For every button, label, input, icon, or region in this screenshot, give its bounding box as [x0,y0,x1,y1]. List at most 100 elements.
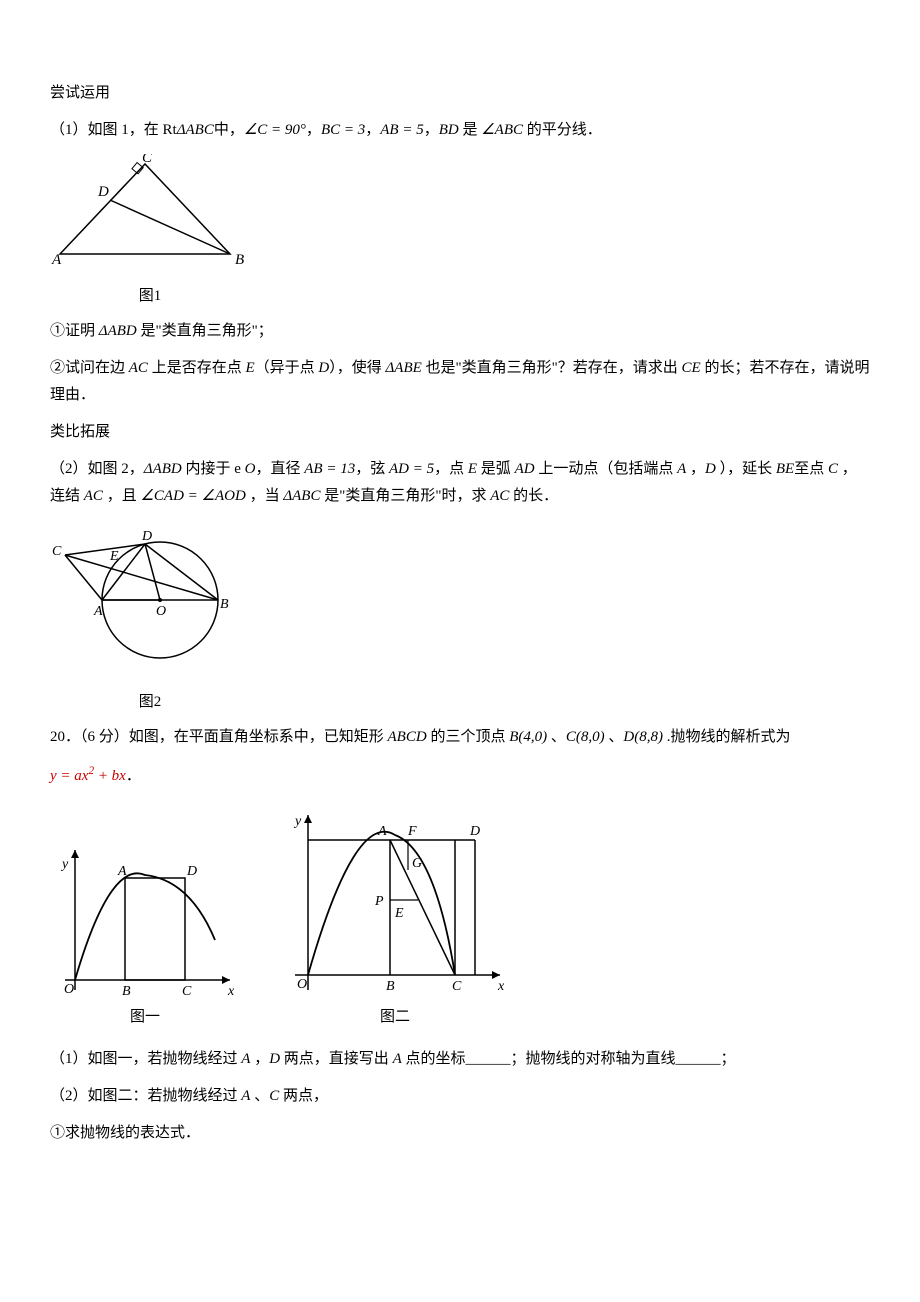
problem1-intro: （1）如图 1，在 RtΔABC中，∠C = 90°，BC = 3，AB = 5… [50,117,870,144]
figures-row: y x O A D B C 图一 y x O A F [50,805,870,1031]
text: 中， [214,122,244,138]
svg-text:G: G [412,856,422,871]
text: ），使得 [329,360,385,376]
figure1-svg: A B C D [50,154,250,269]
triangle-abc: ΔABC [177,122,214,138]
cad-aod: ∠CAD = ∠AOD [140,488,245,504]
text: ， [250,1051,269,1067]
subquestion-1: ①证明 ΔABD 是"类直角三角形"； [50,318,870,345]
c: C [828,461,838,477]
figure4-block: y x O A F D G P E B C 图二 [280,805,510,1031]
d2: D [705,461,716,477]
text: 的三个顶点 [427,729,510,745]
c: C [269,1088,279,1104]
ce: CE [682,360,701,376]
abc: ΔABC [283,488,320,504]
svg-text:B: B [122,984,131,999]
problem2-text: （2）如图 2，ΔABD 内接于 e O，直径 AB = 13，弦 AD = 5… [50,456,870,510]
subquestion-20-2-1: ①求抛物线的表达式． [50,1120,870,1147]
text: 的长． [509,488,558,504]
abd: ΔABD [144,461,182,477]
text: 上是否存在点 [148,360,246,376]
svg-text:D: D [97,184,109,200]
d: D [318,360,329,376]
text: .抛物线的解析式为 [663,729,791,745]
figure4-svg: y x O A F D G P E B C [280,805,510,1000]
text: （1）如图 1，在 Rt [50,122,177,138]
text: 是"类直角三角形"时，求 [320,488,490,504]
text: （异于点 [255,360,319,376]
text: ，点 [434,461,468,477]
svg-text:E: E [394,906,404,921]
subquestion-2: ②试问在边 AC 上是否存在点 E（异于点 D），使得 ΔABE 也是"类直角三… [50,355,870,409]
text: ），延长 [716,461,776,477]
ad-arc: AD [515,461,535,477]
text: 是 [459,122,482,138]
svg-text:A: A [377,824,387,839]
formula-y: y = ax [50,768,88,784]
text: ， [306,122,321,138]
figure2-container: A B D C E O 图2 [50,520,870,716]
bc-eq: BC = 3 [321,122,365,138]
d-coord: D(8,8) [623,729,663,745]
svg-text:D: D [186,864,197,879]
section-try-title: 尝试运用 [50,80,870,107]
blank-2: ______ [676,1051,721,1067]
figure3-label: 图一 [130,1004,160,1031]
text: 是弧 [477,461,515,477]
text: 也是"类直角三角形"？若存在，请求出 [422,360,682,376]
e2: E [468,461,477,477]
svg-text:A: A [117,864,127,879]
angle-c: ∠C = 90° [244,122,306,138]
ac: AC [129,360,148,376]
text: ，弦 [355,461,389,477]
svg-text:F: F [407,824,417,839]
text: 至点 [794,461,828,477]
text: ①证明 [50,323,99,339]
text: 、 [250,1088,269,1104]
svg-text:D: D [141,529,152,544]
problem20-formula: y = ax2 + bx． [50,761,870,790]
svg-text:y: y [60,857,69,872]
e: E [245,360,254,376]
text: 、 [547,729,566,745]
svg-text:B: B [386,979,395,994]
bd: BD [439,122,459,138]
text: 两点，直接写出 [280,1051,393,1067]
ac: AC [84,488,103,504]
svg-text:B: B [235,252,244,268]
problem20-text: 20．（6 分）如图，在平面直角坐标系中，已知矩形 ABCD 的三个顶点 B(4… [50,724,870,751]
text: ，当 [246,488,284,504]
svg-text:C: C [452,979,462,994]
text: ， [365,122,380,138]
svg-text:O: O [297,977,307,992]
svg-text:O: O [64,982,74,997]
svg-text:A: A [93,604,103,619]
svg-text:B: B [220,597,229,612]
text: 的平分线． [523,122,602,138]
be: BE [776,461,794,477]
blank-1: ______ [466,1051,511,1067]
text: 是"类直角三角形"； [137,323,273,339]
period: ． [126,768,141,784]
svg-text:D: D [469,824,480,839]
formula-bx: + bx [94,768,126,784]
text: （2）如图二：若抛物线经过 [50,1088,241,1104]
svg-text:C: C [182,984,192,999]
text: ②试问在边 [50,360,129,376]
svg-text:A: A [51,252,62,268]
figure1-label: 图1 [50,283,250,310]
text: ； [721,1051,736,1067]
abe: ΔABE [386,360,422,376]
text: 两点， [279,1088,328,1104]
text: ， [424,122,439,138]
text: ， [686,461,705,477]
subquestion-20-2: （2）如图二：若抛物线经过 A 、C 两点， [50,1083,870,1110]
a2: A [393,1051,402,1067]
text: ，且 [103,488,141,504]
text: 上一动点（包括端点 [535,461,678,477]
section-expand-title: 类比拓展 [50,419,870,446]
ac2: AC [490,488,509,504]
svg-text:C: C [142,154,153,166]
svg-text:P: P [374,894,384,909]
